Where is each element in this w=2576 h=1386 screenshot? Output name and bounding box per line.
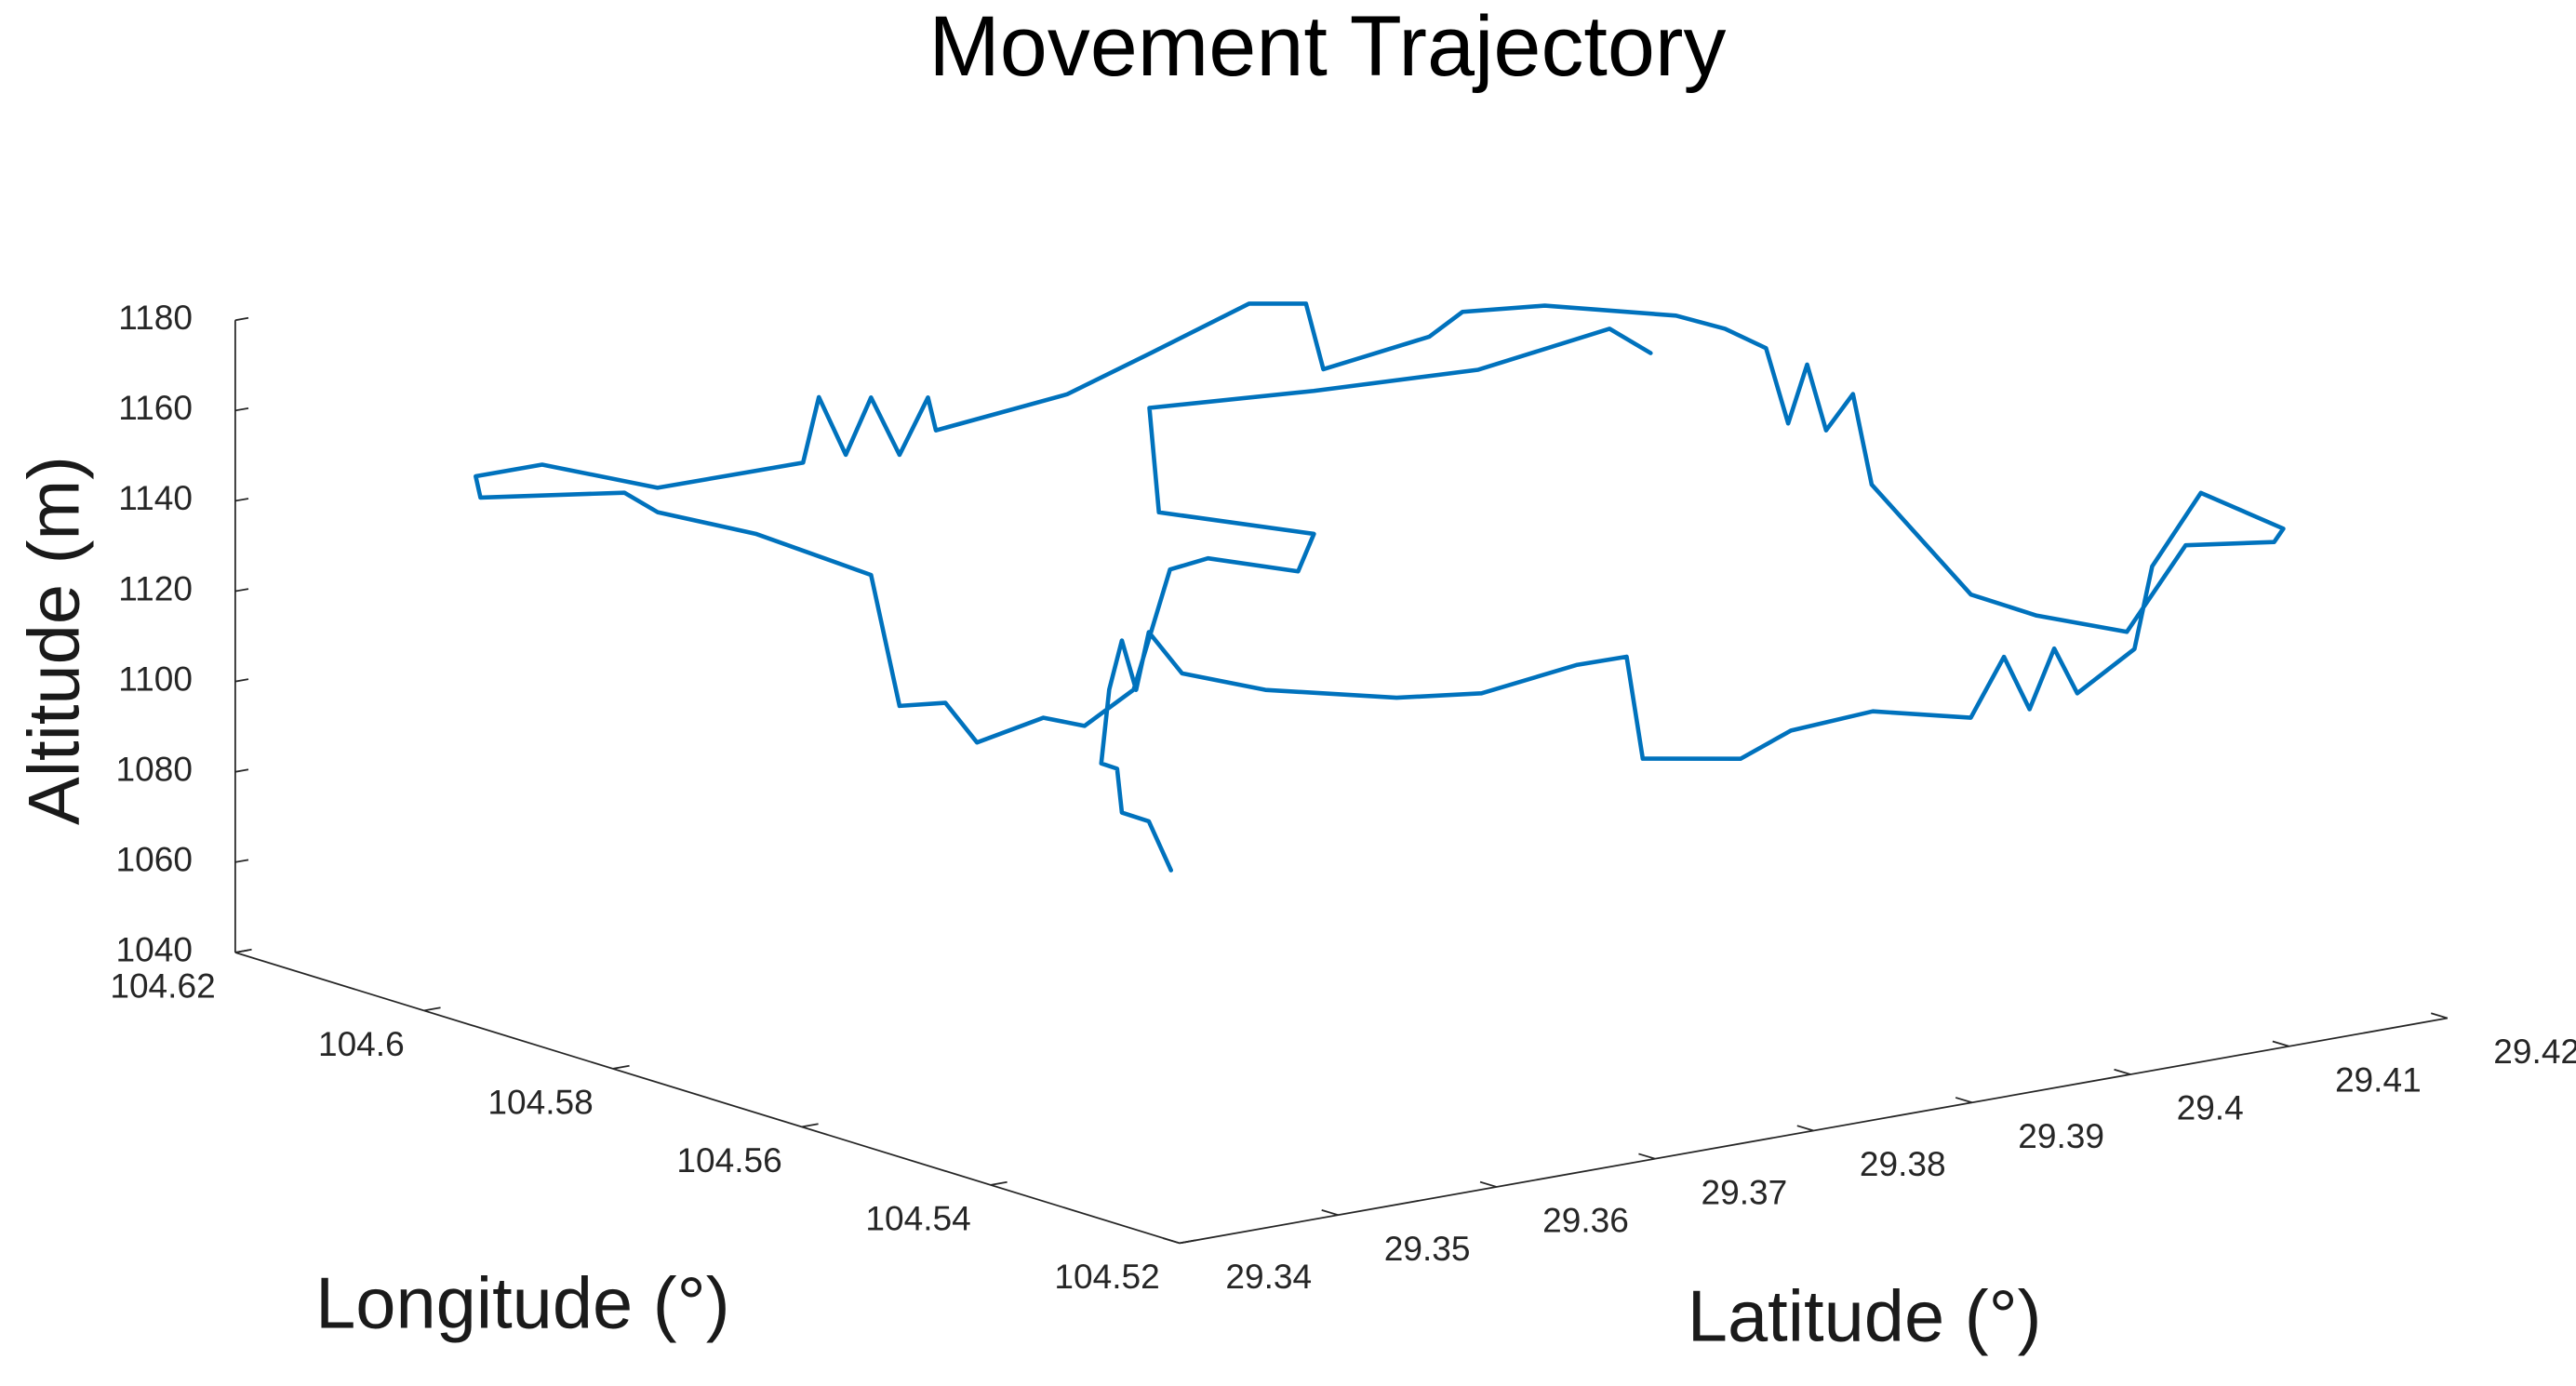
y-tick-mark [1796, 1125, 1814, 1132]
z-tick-label: 1040 [116, 930, 193, 969]
y-tick-label: 29.35 [1384, 1229, 1471, 1268]
y-axis-title: Latitude (°) [1688, 1277, 2042, 1357]
y-tick-mark [1163, 1237, 1181, 1245]
x-tick-label: 104.52 [1054, 1257, 1159, 1296]
z-tick-mark [234, 588, 249, 593]
y-tick-mark [1955, 1097, 1973, 1104]
z-tick-mark [234, 678, 249, 683]
x-tick-label: 104.56 [676, 1140, 781, 1179]
y-tick-label: 29.4 [2177, 1088, 2244, 1127]
y-tick-mark [2114, 1068, 2131, 1075]
y-tick-mark [2430, 1012, 2449, 1020]
y-tick-label: 29.39 [2018, 1116, 2104, 1155]
y-tick-label: 29.38 [1860, 1144, 1946, 1183]
y-tick-label: 29.37 [1701, 1172, 1787, 1211]
z-tick-label: 1080 [116, 750, 193, 789]
x-axis-line [234, 952, 1181, 1245]
z-tick-mark [234, 859, 249, 863]
x-tick-mark [990, 1180, 1008, 1186]
z-tick-mark [234, 768, 249, 773]
x-tick-mark [1179, 1239, 1196, 1245]
y-tick-mark [1321, 1209, 1339, 1217]
x-tick-label: 104.58 [487, 1083, 593, 1122]
z-tick-label: 1180 [118, 298, 193, 337]
chart-title: Movement Trajectory [928, 0, 1726, 94]
z-tick-label: 1060 [116, 840, 193, 879]
y-tick-mark [1479, 1180, 1497, 1188]
x-tick-mark [612, 1064, 630, 1070]
z-tick-label: 1100 [118, 659, 193, 698]
y-tick-label: 29.34 [1225, 1257, 1312, 1296]
y-tick-label: 29.36 [1542, 1201, 1629, 1240]
y-tick-label: 29.41 [2335, 1059, 2422, 1099]
z-tick-label: 1140 [118, 478, 193, 517]
z-tick-label: 1120 [118, 568, 193, 607]
trajectory-line [474, 301, 2286, 873]
y-tick-label: 29.42 [2493, 1032, 2576, 1071]
z-axis-title: Altitude (m) [14, 456, 94, 825]
x-axis-title: Longitude (°) [315, 1264, 730, 1344]
x-tick-mark [801, 1123, 819, 1128]
y-tick-mark [2272, 1040, 2289, 1047]
z-tick-label: 1160 [118, 388, 193, 427]
x-tick-label: 104.54 [865, 1199, 970, 1238]
x-tick-mark [234, 948, 252, 953]
z-tick-mark [234, 316, 249, 322]
z-tick-mark [234, 498, 249, 502]
x-tick-label: 104.6 [318, 1024, 405, 1063]
x-tick-label: 104.62 [110, 966, 215, 1006]
x-tick-mark [423, 1006, 441, 1012]
z-tick-mark [234, 407, 249, 412]
y-tick-mark [1638, 1153, 1656, 1160]
